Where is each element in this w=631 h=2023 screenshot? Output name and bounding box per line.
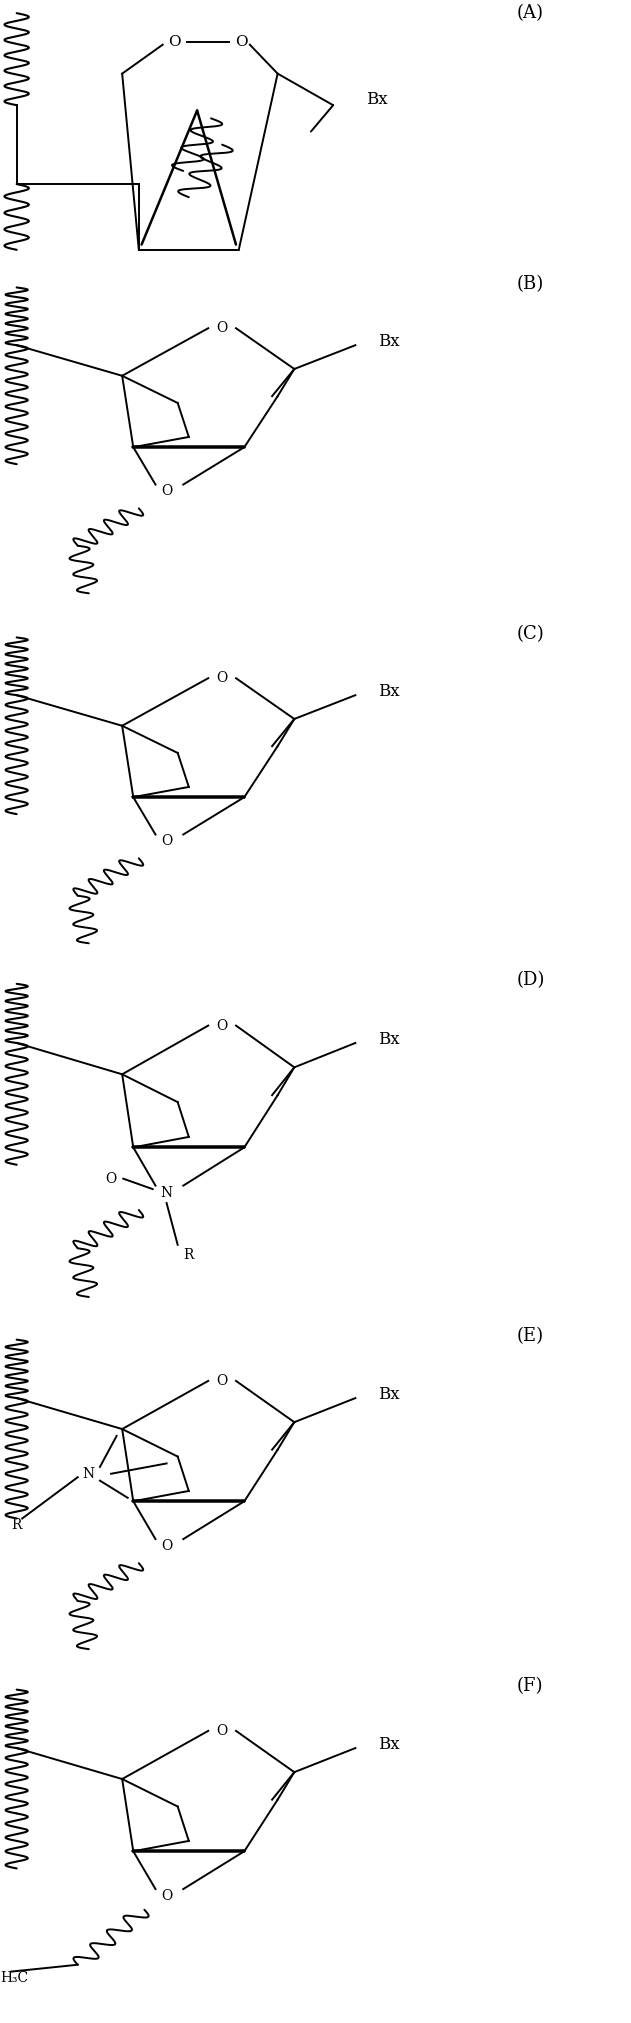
Text: O: O	[161, 1540, 172, 1554]
Text: Bx: Bx	[367, 91, 388, 109]
Text: Bx: Bx	[377, 684, 399, 700]
Text: (C): (C)	[516, 625, 544, 643]
Text: O: O	[105, 1171, 117, 1185]
Text: O: O	[161, 1889, 172, 1904]
Text: O: O	[235, 34, 248, 49]
Text: O: O	[216, 1018, 228, 1032]
Text: N: N	[83, 1467, 95, 1481]
Text: H₃C: H₃C	[0, 1972, 28, 1985]
Text: (F): (F)	[516, 1677, 543, 1695]
Text: Bx: Bx	[377, 1736, 399, 1754]
Text: O: O	[161, 483, 172, 498]
Text: (D): (D)	[516, 971, 545, 989]
Text: Bx: Bx	[377, 1386, 399, 1404]
Text: (A): (A)	[516, 4, 543, 22]
Text: O: O	[161, 833, 172, 848]
Text: Bx: Bx	[377, 1032, 399, 1048]
Text: O: O	[168, 34, 181, 49]
Text: O: O	[216, 672, 228, 686]
Text: R: R	[183, 1248, 194, 1262]
Text: R: R	[11, 1519, 21, 1531]
Text: (B): (B)	[516, 275, 544, 293]
Text: O: O	[216, 322, 228, 336]
Text: N: N	[160, 1185, 173, 1200]
Text: Bx: Bx	[377, 334, 399, 350]
Text: (E): (E)	[516, 1327, 543, 1345]
Text: O: O	[216, 1374, 228, 1388]
Text: O: O	[216, 1724, 228, 1738]
